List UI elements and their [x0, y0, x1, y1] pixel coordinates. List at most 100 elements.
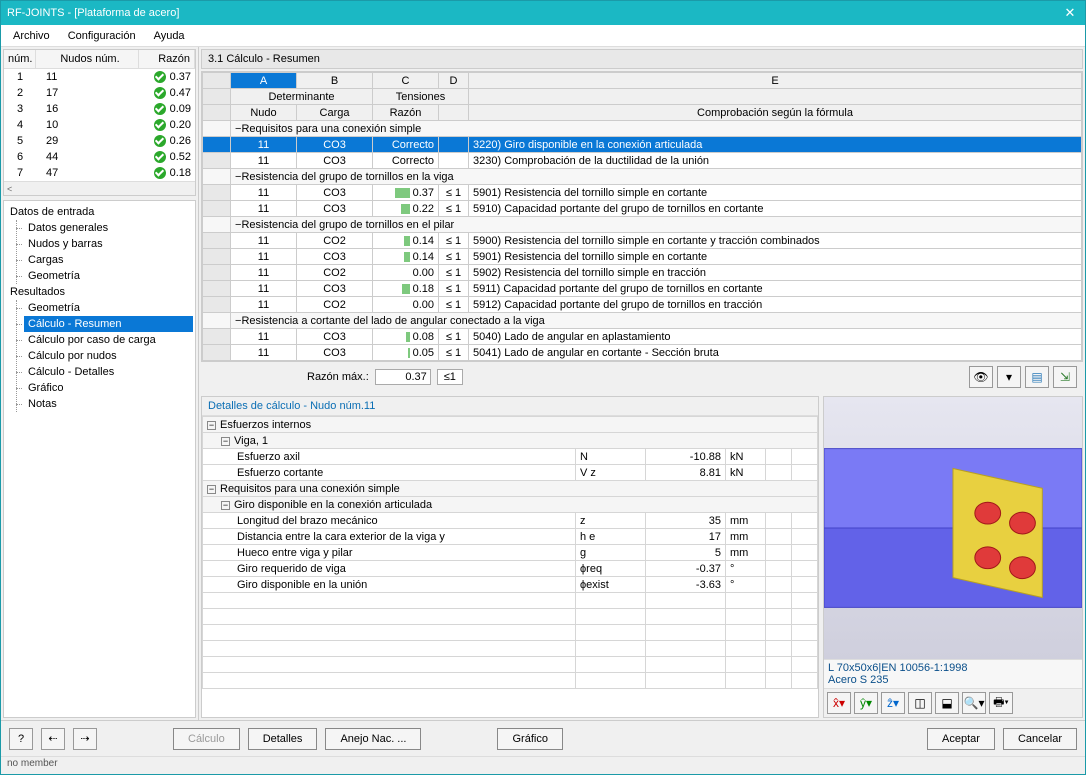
node-row[interactable]: 7470.18 [4, 165, 195, 181]
tree-item[interactable]: Datos generales [24, 220, 193, 236]
menu-ayuda[interactable]: Ayuda [146, 27, 193, 45]
results-grid[interactable]: A B C D E Determinante Tensiones [201, 71, 1083, 361]
details-button[interactable]: Detalles [248, 728, 318, 750]
table-row[interactable]: −Resistencia del grupo de tornillos en e… [203, 217, 1082, 233]
preview-3d[interactable] [824, 397, 1082, 659]
detail-row[interactable]: −Viga, 1 [203, 433, 818, 449]
preview-line1: L 70x50x6|EN 10056-1:1998 [828, 662, 1078, 674]
detail-row[interactable]: Giro disponible en la uniónϕexist-3.63° [203, 577, 818, 593]
tree-item[interactable]: Notas [24, 396, 193, 412]
view-ortho-icon[interactable]: ⬓ [935, 692, 959, 714]
check-icon [154, 71, 166, 83]
tree-item[interactable]: Cálculo por caso de carga [24, 332, 193, 348]
hdr-razon[interactable]: Razón [139, 50, 195, 68]
check-icon [154, 167, 166, 179]
table-row[interactable]: 11CO3 0.22≤ 15910) Capacidad portante de… [203, 201, 1082, 217]
col-A[interactable]: A [231, 73, 297, 89]
detail-row[interactable]: Esfuerzo cortanteV z8.81kN [203, 465, 818, 481]
detail-row[interactable]: Giro requerido de vigaϕreq-0.37° [203, 561, 818, 577]
node-row[interactable]: 5290.26 [4, 133, 195, 149]
axis-y-icon[interactable]: ŷ▾ [854, 692, 878, 714]
table-row[interactable]: 11CO2 0.00≤ 15912) Capacidad portante de… [203, 297, 1082, 313]
preview-line2: Acero S 235 [828, 674, 1078, 686]
table-row[interactable]: 11CO3 0.18≤ 15911) Capacidad portante de… [203, 281, 1082, 297]
node-row[interactable]: 6440.52 [4, 149, 195, 165]
menu-archivo[interactable]: Archivo [5, 27, 58, 45]
max-ratio-row: Razón máx.: ≤1 👁 ▾ ▤ ⇲ [201, 361, 1083, 392]
detail-row[interactable]: −Requisitos para una conexión simple [203, 481, 818, 497]
col-B[interactable]: B [297, 73, 373, 89]
detail-row[interactable]: −Giro disponible en la conexión articula… [203, 497, 818, 513]
table-row[interactable]: 11CO3 0.37≤ 15901) Resistencia del torni… [203, 185, 1082, 201]
nav-tree: Datos de entrada Datos generalesNudos y … [3, 200, 196, 718]
table-row[interactable]: 11CO3 0.08≤ 15040) Lado de angular en ap… [203, 329, 1082, 345]
menu-config[interactable]: Configuración [60, 27, 144, 45]
tree-item[interactable]: Cálculo - Resumen [24, 316, 193, 332]
tree-item[interactable]: Geometría [24, 268, 193, 284]
close-icon[interactable]: ✕ [1061, 4, 1079, 22]
filter-icon[interactable]: ▾ [997, 366, 1021, 388]
footer: ? ⇠ ⇢ Cálculo Detalles Anejo Nac. ... Gr… [1, 720, 1085, 756]
view-iso-icon[interactable]: ◫ [908, 692, 932, 714]
node-row[interactable]: 2170.47 [4, 85, 195, 101]
tree-item[interactable]: Geometría [24, 300, 193, 316]
table-row[interactable]: 11CO3Correcto3230) Comprobación de la du… [203, 153, 1082, 169]
node-row[interactable]: 1110.37 [4, 69, 195, 85]
table-row[interactable]: 11CO3Correcto3220) Giro disponible en la… [203, 137, 1082, 153]
axis-x-icon[interactable]: x̂▾ [827, 692, 851, 714]
detail-row[interactable]: Hueco entre viga y pilarg5mm [203, 545, 818, 561]
col-carga: Carga [297, 105, 373, 121]
table-row[interactable]: 11CO2 0.14≤ 15900) Resistencia del torni… [203, 233, 1082, 249]
check-icon [154, 87, 166, 99]
detail-row[interactable]: −Esfuerzos internos [203, 417, 818, 433]
section-title: 3.1 Cálculo - Resumen [201, 49, 1083, 69]
tree-item[interactable]: Cargas [24, 252, 193, 268]
chart-icon[interactable]: ▤ [1025, 366, 1049, 388]
table-row[interactable]: −Resistencia a cortante del lado de angu… [203, 313, 1082, 329]
tree-item[interactable]: Cálculo por nudos [24, 348, 193, 364]
table-row[interactable]: −Requisitos para una conexión simple [203, 121, 1082, 137]
col-D[interactable]: D [439, 73, 469, 89]
print-icon[interactable]: 🖶▾ [989, 692, 1013, 714]
node-row[interactable]: 4100.20 [4, 117, 195, 133]
details-panel: Detalles de cálculo - Nudo núm.11 −Esfue… [201, 396, 819, 718]
detail-row[interactable]: Distancia entre la cara exterior de la v… [203, 529, 818, 545]
axis-z-icon[interactable]: ẑ▾ [881, 692, 905, 714]
tree-item[interactable]: Cálculo - Detalles [24, 364, 193, 380]
max-value-input[interactable] [375, 369, 431, 385]
app-window: RF-JOINTS - [Plataforma de acero] ✕ Arch… [0, 0, 1086, 775]
col-razon: Razón [373, 105, 439, 121]
node-row[interactable]: 3160.09 [4, 101, 195, 117]
hdr-num[interactable]: núm. [4, 50, 36, 68]
detail-row[interactable]: Longitud del brazo mecánicoz35mm [203, 513, 818, 529]
table-row[interactable]: 11CO2 0.00≤ 15902) Resistencia del torni… [203, 265, 1082, 281]
table-row[interactable]: 11CO3 0.05≤ 15041) Lado de angular en co… [203, 345, 1082, 361]
graphic-button[interactable]: Gráfico [497, 728, 562, 750]
detail-row[interactable]: Esfuerzo axilN-10.88kN [203, 449, 818, 465]
zoom-icon[interactable]: 🔍▾ [962, 692, 986, 714]
col-ten: Tensiones [373, 89, 469, 105]
prev-icon[interactable]: ⇠ [41, 728, 65, 750]
tree-resultados[interactable]: Resultados [6, 284, 193, 300]
col-formula: Comprobación según la fórmula [469, 105, 1082, 121]
col-C[interactable]: C [373, 73, 439, 89]
calc-button[interactable]: Cálculo [173, 728, 240, 750]
ok-button[interactable]: Aceptar [927, 728, 995, 750]
tree-item[interactable]: Nudos y barras [24, 236, 193, 252]
hdr-nudos[interactable]: Nudos núm. [36, 50, 139, 68]
next-icon[interactable]: ⇢ [73, 728, 97, 750]
col-det: Determinante [231, 89, 373, 105]
check-icon [154, 103, 166, 115]
col-E[interactable]: E [469, 73, 1082, 89]
table-row[interactable]: −Resistencia del grupo de tornillos en l… [203, 169, 1082, 185]
cancel-button[interactable]: Cancelar [1003, 728, 1077, 750]
scroll-indicator[interactable]: < [4, 181, 195, 195]
anejo-button[interactable]: Anejo Nac. ... [325, 728, 421, 750]
export-icon[interactable]: ⇲ [1053, 366, 1077, 388]
tree-datos[interactable]: Datos de entrada [6, 204, 193, 220]
check-icon [154, 119, 166, 131]
eye-icon[interactable]: 👁 [969, 366, 993, 388]
table-row[interactable]: 11CO3 0.14≤ 15901) Resistencia del torni… [203, 249, 1082, 265]
help-icon[interactable]: ? [9, 728, 33, 750]
tree-item[interactable]: Gráfico [24, 380, 193, 396]
